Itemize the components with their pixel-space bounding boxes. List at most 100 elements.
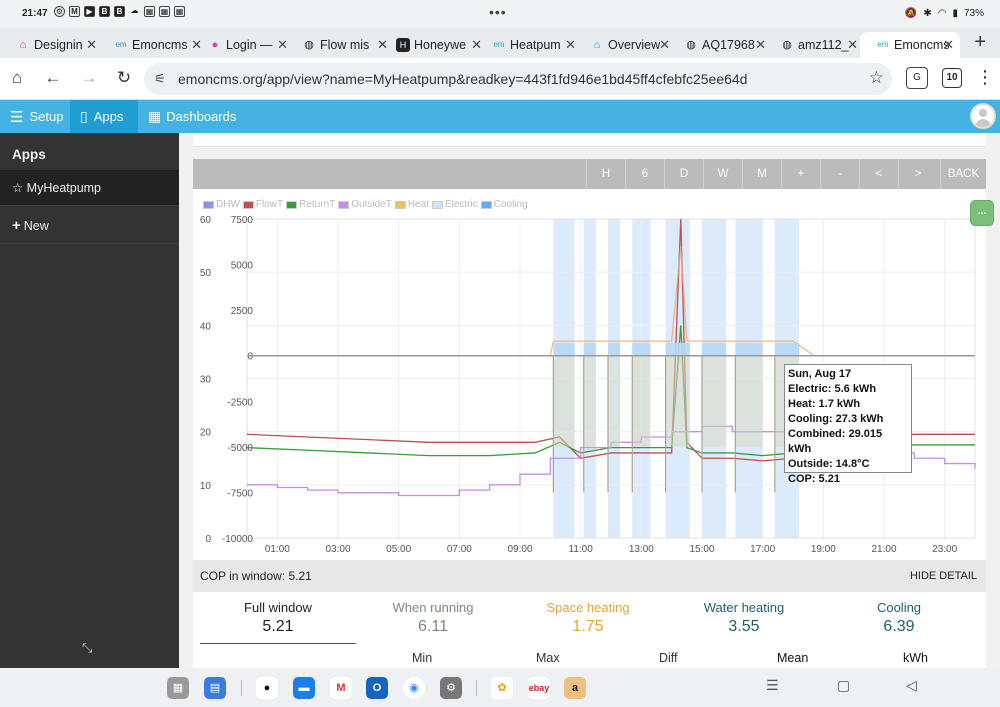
new-tab-button[interactable]: + — [974, 31, 986, 53]
stat-full-window[interactable]: Full window 5.21 — [200, 600, 356, 644]
back-icon[interactable]: ← — [44, 68, 62, 87]
zoom-out-button[interactable]: - — [820, 159, 859, 189]
ebay-app-icon[interactable]: ebay — [528, 677, 550, 699]
stat-when-running[interactable]: When running 6.11 — [355, 600, 511, 636]
close-icon[interactable]: ✕ — [471, 37, 482, 52]
browser-menu-icon[interactable]: ⋮ — [976, 67, 994, 87]
back-nav-icon[interactable]: ◁ — [906, 677, 917, 693]
browser-tab[interactable]: em Heatpum ✕ — [476, 32, 582, 58]
amazon-app-icon[interactable]: a — [564, 677, 586, 699]
zoom-in-button[interactable]: + — [781, 159, 820, 189]
floating-chat-button[interactable]: ... — [970, 200, 994, 226]
sidebar-item-myheatpump[interactable]: ☆ MyHeatpump — [0, 170, 179, 206]
browser-tab[interactable]: em Emoncms ✕ — [98, 32, 208, 58]
range-button-6h[interactable]: 6 — [625, 159, 664, 189]
browser-tab[interactable]: ◍ Flow mis ✕ — [286, 32, 394, 58]
legend-label: ReturnT — [299, 199, 336, 210]
settings-app-icon[interactable]: ⚙ — [440, 677, 462, 699]
stat-cooling[interactable]: Cooling 6.39 — [821, 600, 977, 636]
browser-tab-active[interactable]: em Emoncms ✕ — [860, 32, 960, 58]
pan-left-button[interactable]: < — [859, 159, 898, 189]
nav-dashboards-label: Dashboards — [166, 109, 237, 124]
legend-item[interactable]: OutsideT — [338, 199, 392, 210]
bookmark-star-icon[interactable]: ☆ — [868, 68, 884, 87]
x-tick-label: 01:00 — [265, 544, 290, 555]
heatpump-chart[interactable]: DHW FlowT ReturnT OutsideT Heat Electric Cooli… — [193, 189, 986, 560]
time-range-bar: H 6 D W M + - < > BACK — [193, 159, 986, 189]
back-button[interactable]: BACK — [940, 159, 986, 189]
settings-glyph-icon: ⚙ — [54, 6, 65, 17]
gmail-app-icon[interactable]: M — [330, 677, 352, 699]
close-icon[interactable]: ✕ — [659, 37, 670, 52]
site-settings-icon[interactable]: ⚟ — [154, 71, 166, 86]
legend-item[interactable]: FlowT — [242, 199, 284, 210]
electric-bar — [774, 342, 800, 356]
legend-item[interactable]: ReturnT — [286, 199, 335, 210]
home-icon[interactable]: ⌂ — [11, 68, 23, 87]
tab-count-button[interactable]: 10 — [942, 68, 962, 88]
nav-apps[interactable]: ▯ Apps — [70, 100, 138, 133]
close-icon[interactable]: ✕ — [943, 37, 954, 52]
url-text[interactable]: emoncms.org/app/view?name=MyHeatpump&rea… — [178, 71, 748, 87]
photos-app-icon[interactable]: ✿ — [491, 677, 513, 699]
outlook-app-icon[interactable]: O — [366, 677, 388, 699]
chart-svg[interactable]: 60 50 40 30 20 10 0 7500 5000 2500 0 -2500 -5000 -750… — [193, 189, 986, 560]
range-button-h[interactable]: H — [586, 159, 625, 189]
hide-detail-button[interactable]: HIDE DETAIL — [909, 570, 977, 582]
y-right-tick-label: -10000 — [222, 534, 254, 545]
range-button-day[interactable]: D — [664, 159, 703, 189]
close-icon[interactable]: ✕ — [377, 37, 388, 52]
legend-item[interactable]: Heat — [394, 199, 429, 210]
stat-space-heating[interactable]: Space heating 1.75 — [510, 600, 666, 636]
forward-icon[interactable]: → — [80, 68, 98, 87]
browser-tab[interactable]: ⌂ Designin ✕ — [0, 32, 103, 58]
system-status-icons: 🔕 ✱ ◠ ▮ 73% — [905, 8, 984, 19]
app-drawer-icon[interactable]: ▦ — [167, 677, 189, 699]
files-app-icon[interactable]: ▤ — [204, 677, 226, 699]
close-icon[interactable]: ✕ — [191, 37, 202, 52]
collapse-sidebar-icon[interactable]: ⤡ — [82, 640, 93, 655]
user-avatar[interactable] — [970, 103, 996, 129]
legend-label: FlowT — [255, 199, 284, 210]
close-icon[interactable]: ✕ — [86, 37, 97, 52]
pan-right-button[interactable]: > — [898, 159, 937, 189]
legend-item[interactable]: Electric — [431, 199, 478, 210]
x-tick-label: 09:00 — [507, 544, 532, 555]
gallery-glyph-icon: ▦ — [144, 6, 155, 17]
browser-tab[interactable]: ● Login — ✕ — [192, 32, 294, 58]
recents-icon[interactable]: ☰ — [766, 677, 779, 693]
home-nav-icon[interactable]: ▢ — [837, 677, 851, 693]
app-main: H 6 D W M + - < > BACK DHW FlowT ReturnT Ou… — [179, 133, 1000, 668]
mute-icon: 🔕 — [904, 8, 918, 19]
address-bar[interactable]: ⚟ emoncms.org/app/view?name=MyHeatpump&r… — [144, 63, 892, 95]
tab-label: Login — — [226, 38, 273, 52]
reload-icon[interactable]: ↻ — [116, 68, 132, 87]
browser-tab[interactable]: H Honeywe ✕ — [380, 32, 488, 58]
browser-tab[interactable]: ◍ amz112_ ✕ — [764, 32, 864, 58]
stat-water-heating[interactable]: Water heating 3.55 — [666, 600, 822, 636]
clock: 21:47 — [22, 8, 48, 19]
browser-tab[interactable]: ⌂ Overview ✕ — [574, 32, 676, 58]
chrome-app-icon[interactable]: ◉ — [403, 677, 425, 699]
close-icon[interactable]: ✕ — [755, 37, 766, 52]
plus-icon: + — [12, 217, 21, 234]
camera-app-icon[interactable]: ● — [256, 677, 278, 699]
translate-icon[interactable]: G — [906, 67, 928, 89]
close-icon[interactable]: ✕ — [847, 37, 858, 52]
close-icon[interactable]: ✕ — [277, 37, 288, 52]
nav-dashboards[interactable]: ▦ Dashboards — [138, 100, 238, 133]
legend-item[interactable]: DHW — [203, 199, 240, 210]
close-icon[interactable]: ✕ — [565, 37, 576, 52]
wallet-app-icon[interactable]: ▬ — [293, 677, 315, 699]
emoncms-top-nav: ☰ Setup ▯ Apps ▦ Dashboards — [0, 100, 1000, 133]
y-left-tick-label: 60 — [200, 215, 212, 226]
sidebar-item-new[interactable]: + New — [0, 208, 179, 244]
legend-item[interactable]: Cooling — [480, 199, 528, 210]
range-button-week[interactable]: W — [703, 159, 742, 189]
range-button-month[interactable]: M — [742, 159, 781, 189]
browser-tab[interactable]: ◍ AQ17968 ✕ — [668, 32, 772, 58]
nav-setup[interactable]: ☰ Setup — [0, 100, 70, 133]
y-right-tick-label: -2500 — [227, 397, 253, 408]
cop-window: COP in window: 5.21 — [200, 569, 312, 583]
legend-swatch — [242, 200, 254, 209]
